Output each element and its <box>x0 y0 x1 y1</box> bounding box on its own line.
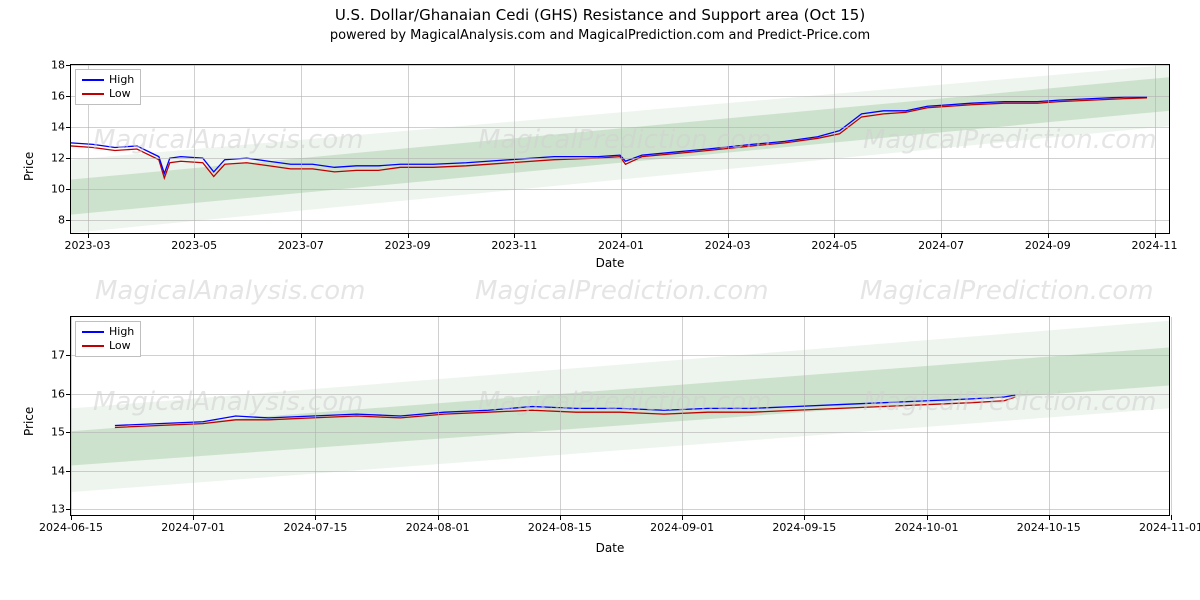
y-tick-label: 10 <box>51 182 65 195</box>
legend-row-high: High <box>82 73 134 87</box>
y-tick-label: 8 <box>58 213 65 226</box>
watermark-3: MagicalPrediction.com <box>860 276 1154 306</box>
x-tick-label: 2024-10-01 <box>895 521 959 534</box>
x-tick-label: 2024-09 <box>1025 239 1071 252</box>
bottom-x-axis-label: Date <box>560 541 660 555</box>
x-tick-label: 2024-03 <box>705 239 751 252</box>
x-tick-label: 2024-11 <box>1132 239 1178 252</box>
y-tick-label: 17 <box>51 349 65 362</box>
x-tick-label: 2024-09-15 <box>772 521 836 534</box>
watermark-2: MagicalPrediction.com <box>475 276 769 306</box>
y-tick-label: 18 <box>51 59 65 72</box>
x-tick-label: 2024-11-01 <box>1139 521 1200 534</box>
legend-row-low-2: Low <box>82 339 134 353</box>
top-y-axis-label: Price <box>22 152 36 181</box>
x-tick-label: 2023-03 <box>65 239 111 252</box>
chart-subtitle: powered by MagicalAnalysis.com and Magic… <box>0 28 1200 43</box>
y-tick-label: 15 <box>51 426 65 439</box>
x-tick-label: 2024-10-15 <box>1017 521 1081 534</box>
x-tick-label: 2024-07-01 <box>161 521 225 534</box>
x-tick-label: 2023-09 <box>385 239 431 252</box>
bottom-chart-panel: High Low 13141516172024-06-152024-07-012… <box>70 316 1170 516</box>
legend-swatch-high <box>82 79 104 81</box>
x-tick-label: 2024-01 <box>598 239 644 252</box>
y-tick-label: 16 <box>51 387 65 400</box>
legend-box-top: High Low <box>75 69 141 105</box>
legend-swatch-low-2 <box>82 345 104 347</box>
x-tick-label: 2023-05 <box>171 239 217 252</box>
chart-title: U.S. Dollar/Ghanaian Cedi (GHS) Resistan… <box>0 6 1200 24</box>
x-tick-label: 2024-08-01 <box>406 521 470 534</box>
top-chart-svg <box>71 65 1169 233</box>
legend-label-low-2: Low <box>109 339 131 353</box>
x-tick-label: 2023-11 <box>491 239 537 252</box>
legend-row-low: Low <box>82 87 134 101</box>
x-tick-label: 2024-09-01 <box>650 521 714 534</box>
legend-box-bottom: High Low <box>75 321 141 357</box>
top-x-axis-label: Date <box>560 256 660 270</box>
bottom-chart-svg <box>71 317 1169 515</box>
y-tick-label: 14 <box>51 120 65 133</box>
legend-swatch-high-2 <box>82 331 104 333</box>
legend-swatch-low <box>82 93 104 95</box>
x-tick-label: 2024-07 <box>918 239 964 252</box>
x-tick-label: 2024-08-15 <box>528 521 592 534</box>
x-tick-label: 2024-06-15 <box>39 521 103 534</box>
watermark-1: MagicalAnalysis.com <box>95 276 365 306</box>
x-tick-label: 2024-07-15 <box>283 521 347 534</box>
top-chart-panel: High Low 810121416182023-032023-052023-0… <box>70 64 1170 234</box>
y-tick-label: 16 <box>51 89 65 102</box>
x-tick-label: 2024-05 <box>811 239 857 252</box>
y-tick-label: 12 <box>51 151 65 164</box>
y-tick-label: 14 <box>51 464 65 477</box>
legend-label-high: High <box>109 73 134 87</box>
legend-label-high-2: High <box>109 325 134 339</box>
y-tick-label: 13 <box>51 503 65 516</box>
legend-row-high-2: High <box>82 325 134 339</box>
x-tick-label: 2023-07 <box>278 239 324 252</box>
bottom-y-axis-label: Price <box>22 407 36 436</box>
chart-container: U.S. Dollar/Ghanaian Cedi (GHS) Resistan… <box>0 6 1200 600</box>
legend-label-low: Low <box>109 87 131 101</box>
